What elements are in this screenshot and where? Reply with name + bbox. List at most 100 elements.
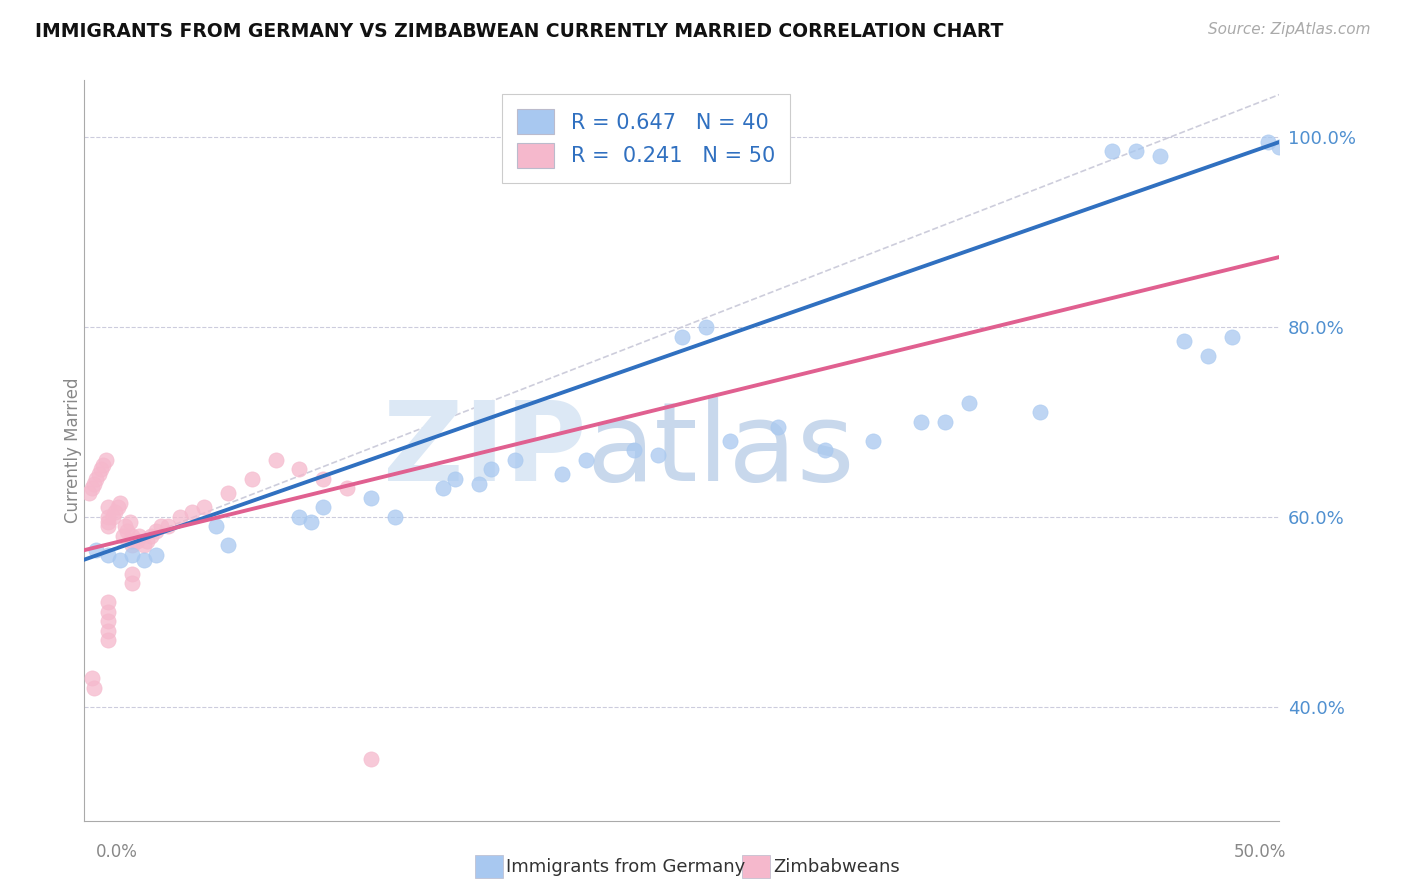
Point — [288, 462, 311, 476]
Y-axis label: Currently Married: Currently Married — [65, 377, 82, 524]
Point — [468, 476, 491, 491]
Point — [1197, 349, 1219, 363]
Point — [118, 515, 141, 529]
Point — [181, 505, 204, 519]
Point — [862, 434, 884, 448]
Point — [132, 552, 156, 566]
Point — [141, 529, 163, 543]
Point — [312, 500, 335, 515]
Point — [766, 419, 789, 434]
Point — [97, 595, 120, 609]
Point — [128, 529, 150, 543]
Point — [111, 529, 134, 543]
Text: Immigrants from Germany: Immigrants from Germany — [506, 858, 745, 876]
Point — [695, 320, 717, 334]
Point — [671, 329, 693, 343]
Legend: R = 0.647   N = 40, R =  0.241   N = 50: R = 0.647 N = 40, R = 0.241 N = 50 — [502, 95, 790, 183]
Point — [121, 529, 143, 543]
Point — [83, 476, 105, 491]
Point — [503, 453, 526, 467]
Point — [169, 509, 191, 524]
Point — [117, 524, 139, 538]
Point — [1101, 145, 1123, 159]
Point — [97, 624, 120, 638]
Point — [205, 519, 228, 533]
Point — [240, 472, 263, 486]
Point — [87, 467, 110, 482]
Point — [312, 472, 335, 486]
Point — [479, 462, 502, 476]
Point — [301, 515, 323, 529]
Point — [101, 509, 124, 524]
Text: 0.0%: 0.0% — [96, 843, 138, 861]
Point — [910, 415, 932, 429]
Point — [97, 605, 120, 619]
Point — [121, 533, 143, 548]
Point — [145, 524, 167, 538]
Point — [1125, 145, 1147, 159]
Point — [132, 538, 156, 552]
Point — [149, 519, 172, 533]
Text: Zimbabweans: Zimbabweans — [773, 858, 900, 876]
Point — [107, 500, 129, 515]
Point — [1029, 405, 1052, 419]
Point — [1173, 334, 1195, 349]
Point — [288, 509, 311, 524]
Text: 50.0%: 50.0% — [1234, 843, 1286, 861]
Point — [110, 552, 132, 566]
Point — [360, 752, 382, 766]
Point — [104, 505, 127, 519]
Point — [336, 482, 359, 496]
Point — [121, 548, 143, 562]
Point — [1149, 149, 1171, 163]
Point — [97, 500, 120, 515]
Point — [86, 543, 108, 558]
Point — [623, 443, 645, 458]
Point — [125, 533, 148, 548]
Point — [814, 443, 837, 458]
Text: Source: ZipAtlas.com: Source: ZipAtlas.com — [1208, 22, 1371, 37]
Point — [432, 482, 454, 496]
Point — [114, 519, 136, 533]
Text: atlas: atlas — [586, 397, 855, 504]
Point — [264, 453, 287, 467]
Point — [157, 519, 180, 533]
Point — [718, 434, 741, 448]
Point — [145, 548, 167, 562]
Point — [110, 496, 132, 510]
Point — [97, 509, 120, 524]
Point — [94, 453, 117, 467]
Point — [97, 519, 120, 533]
Point — [647, 448, 669, 462]
Point — [97, 515, 120, 529]
Point — [97, 548, 120, 562]
Point — [93, 458, 115, 472]
Point — [1257, 135, 1279, 149]
Point — [575, 453, 598, 467]
Point — [77, 486, 100, 500]
Point — [97, 633, 120, 648]
Point — [1268, 139, 1291, 153]
Point — [80, 671, 103, 685]
Point — [1220, 329, 1243, 343]
Point — [957, 396, 980, 410]
Point — [360, 491, 382, 505]
Point — [97, 615, 120, 629]
Point — [83, 681, 105, 695]
Point — [193, 500, 215, 515]
Point — [217, 538, 239, 552]
Text: IMMIGRANTS FROM GERMANY VS ZIMBABWEAN CURRENTLY MARRIED CORRELATION CHART: IMMIGRANTS FROM GERMANY VS ZIMBABWEAN CU… — [35, 22, 1004, 41]
Point — [551, 467, 574, 482]
Point — [135, 533, 157, 548]
Point — [86, 472, 108, 486]
Point — [444, 472, 467, 486]
Point — [121, 566, 143, 581]
Point — [80, 482, 103, 496]
Point — [121, 538, 143, 552]
Point — [934, 415, 956, 429]
Point — [90, 462, 112, 476]
Text: ZIP: ZIP — [382, 397, 586, 504]
Point — [121, 576, 143, 591]
Point — [217, 486, 239, 500]
Point — [384, 509, 406, 524]
